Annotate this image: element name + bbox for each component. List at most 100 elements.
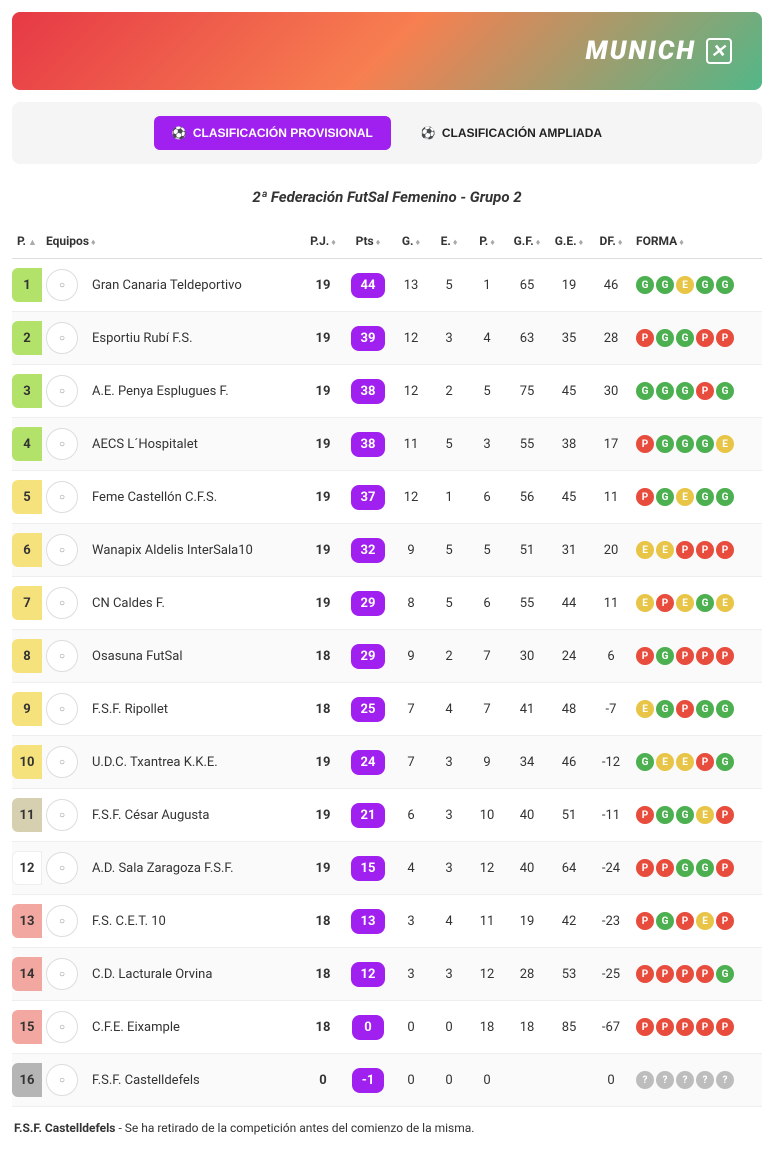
team-logo: ○ (46, 375, 78, 407)
cell-gf: 28 (506, 948, 548, 1001)
cell-pts: -1 (344, 1054, 392, 1107)
cell-forma: PPPPG (632, 948, 762, 1001)
cell-df: 0 (590, 1054, 632, 1107)
cell-gf: 55 (506, 577, 548, 630)
cell-g: 8 (392, 577, 430, 630)
cell-ge: 51 (548, 789, 590, 842)
brand-logo: MUNICH ✕ (586, 36, 732, 66)
table-row[interactable]: 14 ○ C.D. Lacturale Orvina 18 12 3 3 12 … (12, 948, 762, 1001)
page-title: 2ª Federación FutSal Femenino - Grupo 2 (0, 188, 774, 206)
table-row[interactable]: 16 ○ F.S.F. Castelldefels 0 -1 0 0 0 0 ?… (12, 1054, 762, 1107)
forma-dot: G (676, 806, 694, 824)
forma-dot: E (676, 594, 694, 612)
forma-dot: P (656, 859, 674, 877)
cell-p: 9 (468, 736, 506, 789)
cell-gf: 75 (506, 365, 548, 418)
cell-df: -23 (590, 895, 632, 948)
cell-ge: 85 (548, 1001, 590, 1054)
cell-p: 1 (468, 259, 506, 312)
team-logo: ○ (46, 958, 78, 990)
table-row[interactable]: 12 ○ A.D. Sala Zaragoza F.S.F. 19 15 4 3… (12, 842, 762, 895)
col-g[interactable]: G.♦ (392, 224, 430, 259)
col-pj[interactable]: P.J.♦ (302, 224, 344, 259)
col-ge[interactable]: G.E.♦ (548, 224, 590, 259)
cell-ge: 46 (548, 736, 590, 789)
col-pts[interactable]: Pts♦ (344, 224, 392, 259)
cell-ge (548, 1054, 590, 1107)
forma-dot: G (656, 435, 674, 453)
table-row[interactable]: 6 ○ Wanapix Aldelis InterSala10 19 32 9 … (12, 524, 762, 577)
cell-g: 13 (392, 259, 430, 312)
cell-pts: 25 (344, 683, 392, 736)
table-row[interactable]: 15 ○ C.F.E. Eixample 18 0 0 0 18 18 85 -… (12, 1001, 762, 1054)
table-row[interactable]: 10 ○ U.D.C. Txantrea K.K.E. 19 24 7 3 9 … (12, 736, 762, 789)
cell-pj: 18 (302, 948, 344, 1001)
forma-dot: G (716, 488, 734, 506)
tab-expanded[interactable]: ⚽ CLASIFICACIÓN AMPLIADA (403, 116, 620, 150)
pos-badge: 13 (12, 904, 42, 938)
table-row[interactable]: 11 ○ F.S.F. César Augusta 19 21 6 3 10 4… (12, 789, 762, 842)
cell-g: 12 (392, 365, 430, 418)
cell-pj: 19 (302, 577, 344, 630)
table-row[interactable]: 5 ○ Feme Castellón C.F.S. 19 37 12 1 6 5… (12, 471, 762, 524)
cell-ge: 24 (548, 630, 590, 683)
forma-dot: G (656, 382, 674, 400)
forma-dot: G (696, 859, 714, 877)
cell-p: 6 (468, 577, 506, 630)
forma-dot: P (656, 965, 674, 983)
col-team[interactable]: Equipos♦ (42, 224, 302, 259)
cell-g: 0 (392, 1001, 430, 1054)
team-name: AECS L´Hospitalet (92, 437, 198, 452)
col-pos[interactable]: P.▲ (12, 224, 42, 259)
cell-forma: EGPGG (632, 683, 762, 736)
cell-e: 0 (430, 1001, 468, 1054)
forma-dot: P (696, 382, 714, 400)
table-row[interactable]: 1 ○ Gran Canaria Teldeportivo 19 44 13 5… (12, 259, 762, 312)
cell-df: -24 (590, 842, 632, 895)
cell-g: 3 (392, 895, 430, 948)
table-row[interactable]: 3 ○ A.E. Penya Esplugues F. 19 38 12 2 5… (12, 365, 762, 418)
forma-dot: E (696, 912, 714, 930)
forma-dot: G (656, 647, 674, 665)
forma-dot: G (716, 276, 734, 294)
cell-ge: 45 (548, 365, 590, 418)
forma-dot: P (696, 753, 714, 771)
team-name: Wanapix Aldelis InterSala10 (92, 543, 253, 558)
forma-dot: P (636, 435, 654, 453)
cell-forma: GGGPG (632, 365, 762, 418)
table-row[interactable]: 4 ○ AECS L´Hospitalet 19 38 11 5 3 55 38… (12, 418, 762, 471)
table-row[interactable]: 2 ○ Esportiu Rubí F.S. 19 39 12 3 4 63 3… (12, 312, 762, 365)
forma-dot: G (676, 382, 694, 400)
forma-dot: P (716, 912, 734, 930)
col-forma[interactable]: FORMA♦ (632, 224, 762, 259)
forma-dot: ? (656, 1071, 674, 1089)
cell-p: 7 (468, 630, 506, 683)
team-logo: ○ (46, 693, 78, 725)
standings-table: P.▲ Equipos♦ P.J.♦ Pts♦ G.♦ E.♦ P.♦ G.F.… (12, 224, 762, 1107)
footnote: F.S.F. Castelldefels - Se ha retirado de… (14, 1121, 760, 1135)
team-logo: ○ (46, 852, 78, 884)
table-row[interactable]: 7 ○ CN Caldes F. 19 29 8 5 6 55 44 11 EP… (12, 577, 762, 630)
cell-pj: 19 (302, 789, 344, 842)
cell-gf: 30 (506, 630, 548, 683)
cell-e: 3 (430, 312, 468, 365)
forma-dot: G (716, 965, 734, 983)
col-e[interactable]: E.♦ (430, 224, 468, 259)
forma-dot: G (636, 382, 654, 400)
cell-pj: 19 (302, 524, 344, 577)
header-row: P.▲ Equipos♦ P.J.♦ Pts♦ G.♦ E.♦ P.♦ G.F.… (12, 224, 762, 259)
table-row[interactable]: 13 ○ F.S. C.E.T. 10 18 13 3 4 11 19 42 -… (12, 895, 762, 948)
tab-provisional[interactable]: ⚽ CLASIFICACIÓN PROVISIONAL (154, 116, 391, 150)
cell-forma: GEEPG (632, 736, 762, 789)
table-row[interactable]: 9 ○ F.S.F. Ripollet 18 25 7 4 7 41 48 -7… (12, 683, 762, 736)
sponsor-banner[interactable]: MUNICH ✕ (12, 12, 762, 90)
cell-g: 6 (392, 789, 430, 842)
forma-dot: G (696, 488, 714, 506)
table-row[interactable]: 8 ○ Osasuna FutSal 18 29 9 2 7 30 24 6 P… (12, 630, 762, 683)
cell-pj: 19 (302, 736, 344, 789)
col-p[interactable]: P.♦ (468, 224, 506, 259)
col-gf[interactable]: G.F.♦ (506, 224, 548, 259)
cell-g: 12 (392, 312, 430, 365)
forma-dot: ? (716, 1071, 734, 1089)
col-df[interactable]: DF.♦ (590, 224, 632, 259)
